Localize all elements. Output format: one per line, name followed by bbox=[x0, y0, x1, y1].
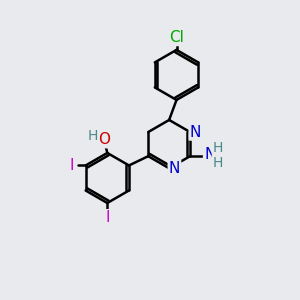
Text: I: I bbox=[105, 210, 110, 225]
Text: H: H bbox=[213, 156, 223, 170]
Text: N: N bbox=[169, 161, 180, 176]
Text: Cl: Cl bbox=[169, 30, 184, 45]
Text: O: O bbox=[98, 132, 110, 147]
Text: N: N bbox=[204, 147, 215, 162]
Text: I: I bbox=[70, 158, 74, 173]
Text: H: H bbox=[88, 129, 98, 143]
Text: N: N bbox=[190, 124, 201, 140]
Text: H: H bbox=[213, 141, 223, 155]
